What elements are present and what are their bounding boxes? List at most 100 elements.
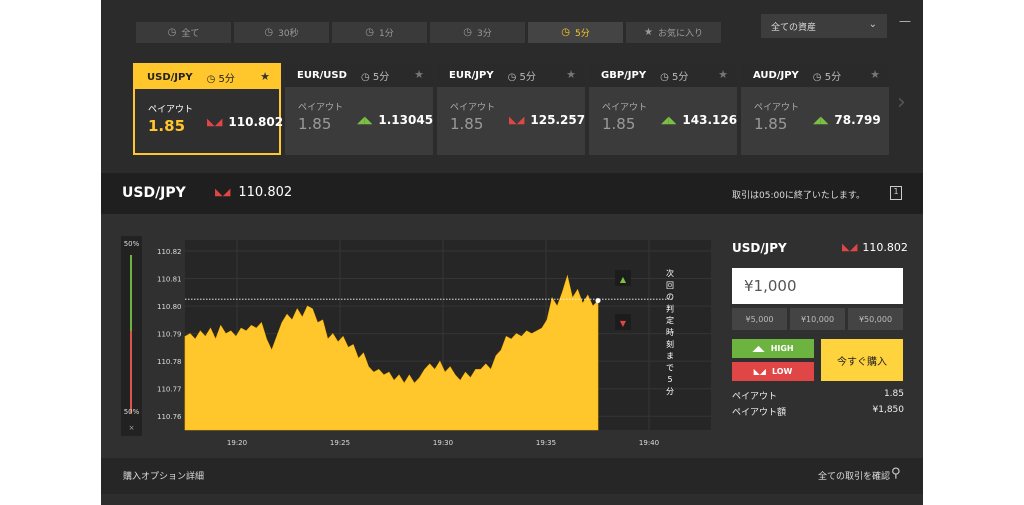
search-icon[interactable]: ⚲ <box>891 466 901 481</box>
card-payout-label: ペイアウト <box>298 103 344 113</box>
card-expiry: ◷ 5分 <box>812 71 842 83</box>
asset-card-gbpjpy[interactable]: GBP/JPY ◷ 5分 ★ ペイアウト 1.85 ◢◣ 143.126 <box>589 63 737 155</box>
countdown-label-char: 回 <box>666 281 674 290</box>
card-payout: 1.85 <box>450 115 484 133</box>
tab-label: 1分 <box>379 29 394 39</box>
chart-mode-icon[interactable]: 1 <box>890 186 902 200</box>
up-arrow-icon: ◢◣ <box>357 114 373 126</box>
card-expiry-value: 5分 <box>519 71 536 83</box>
asset-filter-select[interactable]: 全ての資産 ⌄ <box>761 14 887 38</box>
footer-strip <box>101 494 923 505</box>
tab-label: 3分 <box>477 29 492 39</box>
star-icon[interactable]: ★ <box>414 68 424 81</box>
x-tick-label: 19:40 <box>639 439 659 447</box>
tab-1m[interactable]: ◷ 1分 <box>332 22 427 43</box>
up-arrow-icon: ▲ <box>620 275 627 284</box>
card-header: USD/JPY ◷ 5分 ★ <box>135 65 279 89</box>
asset-cards: USD/JPY ◷ 5分 ★ ペイアウト 1.85 ◣◢ 110.802 EUR/… <box>133 63 889 155</box>
sentiment-meter: 50% 50% × <box>121 236 142 436</box>
tab-favorites[interactable]: ★ お気に入り <box>626 22 721 43</box>
card-rate-value: 143.126 <box>682 113 738 127</box>
panel-rate: ◣◢ 110.802 <box>842 241 908 254</box>
card-payout: 1.85 <box>298 115 332 133</box>
current-price-dot <box>595 298 601 304</box>
countdown-label-char: 分 <box>666 387 674 396</box>
tab-label: 全て <box>181 29 200 39</box>
card-expiry: ◷ 5分 <box>660 71 689 83</box>
low-label: LOW <box>771 367 793 376</box>
countdown-label-char: 時 <box>666 328 674 337</box>
payout-value: 1.85 <box>883 389 904 399</box>
card-pair: USD/JPY <box>147 71 193 83</box>
card-payout-label: ペイアウト <box>754 103 800 113</box>
star-icon[interactable]: ★ <box>718 68 728 81</box>
low-indicator-box <box>615 314 631 330</box>
tab-label: 5分 <box>575 29 590 39</box>
card-payout: 1.85 <box>602 115 636 133</box>
preset-5000-button[interactable]: ¥5,000 <box>732 308 787 330</box>
preset-10000-button[interactable]: ¥10,000 <box>790 308 845 330</box>
countdown-label-char: 判 <box>666 303 674 313</box>
payout-amount-row: ペイアウト額 ¥1,850 <box>732 405 904 418</box>
clock-icon: ◷ <box>463 27 472 38</box>
low-button[interactable]: ◣◢ LOW <box>732 362 814 381</box>
chevron-right-icon[interactable]: › <box>897 90 906 115</box>
panel-rate-value: 110.802 <box>862 241 908 254</box>
countdown-label-char: 5 <box>667 375 672 384</box>
amount-input[interactable]: ¥1,000 <box>732 268 903 304</box>
asset-card-eurusd[interactable]: EUR/USD ◷ 5分 ★ ペイアウト 1.85 ◢◣ 1.13045 <box>285 63 433 155</box>
high-button[interactable]: ◢◣ HIGH <box>732 339 814 358</box>
price-area <box>184 274 599 431</box>
card-rate: ◢◣ 143.126 <box>661 113 737 127</box>
trade-area: 50% 50% × 110.82 110.81 110.80 110.79 110.78… <box>101 214 923 458</box>
expiry-tabs: ◷ 全て ◷ 30秒 ◷ 1分 ◷ 3分 ◷ 5分 ★ お気に入り <box>136 22 721 43</box>
up-arrow-icon: ◢◣ <box>813 114 829 126</box>
tab-5m[interactable]: ◷ 5分 <box>528 22 623 43</box>
buy-now-button[interactable]: 今すぐ購入 <box>821 339 903 381</box>
preset-50000-button[interactable]: ¥50,000 <box>848 308 903 330</box>
footer-bar: 購入オプション詳細 全ての取引を確認 ⚲ <box>101 458 923 494</box>
x-tick-label: 19:30 <box>433 439 453 447</box>
countdown-label-char: 次 <box>666 268 674 278</box>
asset-card-eurjpy[interactable]: EUR/JPY ◷ 5分 ★ ペイアウト 1.85 ◣◢ 125.257 <box>437 63 585 155</box>
y-tick-label: 110.82 <box>157 248 182 256</box>
y-tick-label: 110.77 <box>157 386 182 394</box>
clock-icon: ◷ <box>561 27 570 38</box>
tab-3m[interactable]: ◷ 3分 <box>430 22 525 43</box>
card-rate: ◢◣ 1.13045 <box>357 113 433 127</box>
minimize-icon[interactable]: — <box>899 14 911 28</box>
card-header: EUR/JPY ◷ 5分 ★ <box>437 63 585 87</box>
y-tick-label: 110.79 <box>157 331 182 339</box>
star-icon[interactable]: ★ <box>870 68 880 81</box>
tab-label: お気に入り <box>657 29 703 39</box>
option-details-link[interactable]: 購入オプション詳細 <box>123 472 205 482</box>
card-payout: 1.85 <box>754 115 788 133</box>
star-icon[interactable]: ★ <box>566 68 576 81</box>
card-pair: EUR/JPY <box>449 69 494 81</box>
asset-filter-value: 全ての資産 <box>771 22 817 33</box>
star-icon[interactable]: ★ <box>260 70 270 83</box>
tab-all[interactable]: ◷ 全て <box>136 22 231 43</box>
tab-30s[interactable]: ◷ 30秒 <box>234 22 329 43</box>
countdown-label-char: の <box>666 293 674 302</box>
close-icon[interactable]: × <box>128 424 135 432</box>
card-payout-label: ペイアウト <box>450 103 496 113</box>
card-header: AUD/JPY ◷ 5分 ★ <box>741 63 889 87</box>
asset-card-audjpy[interactable]: AUD/JPY ◷ 5分 ★ ペイアウト 1.85 ◢◣ 78.799 <box>741 63 889 155</box>
header-symbol: USD/JPY <box>122 185 186 201</box>
card-payout-label: ペイアウト <box>148 105 194 115</box>
clock-icon: ◷ <box>264 27 274 38</box>
card-rate-value: 78.799 <box>834 113 881 127</box>
trading-app: ◷ 全て ◷ 30秒 ◷ 1分 ◷ 3分 ◷ 5分 ★ お気に入り 全ての資産 ⌄ — US… <box>101 0 923 505</box>
asset-header: USD/JPY ◣◢ 110.802 取引は05:00に終了いたします。 1 <box>101 173 923 214</box>
countdown-label-char: ま <box>666 352 674 361</box>
expiry-tab-bar: ◷ 全て ◷ 30秒 ◷ 1分 ◷ 3分 ◷ 5分 ★ お気に入り 全ての資産 ⌄ — <box>101 0 923 50</box>
payout-label: ペイアウト <box>732 392 778 402</box>
view-all-trades-link[interactable]: 全ての取引を確認 <box>818 472 891 482</box>
clock-icon: ◷ <box>167 27 177 38</box>
panel-symbol: USD/JPY <box>732 241 787 255</box>
asset-card-usdjpy[interactable]: USD/JPY ◷ 5分 ★ ペイアウト 1.85 ◣◢ 110.802 <box>133 63 283 155</box>
card-pair: EUR/USD <box>297 69 347 81</box>
chevron-down-icon: ⌄ <box>868 19 877 30</box>
amount-presets: ¥5,000 ¥10,000 ¥50,000 <box>732 308 903 330</box>
